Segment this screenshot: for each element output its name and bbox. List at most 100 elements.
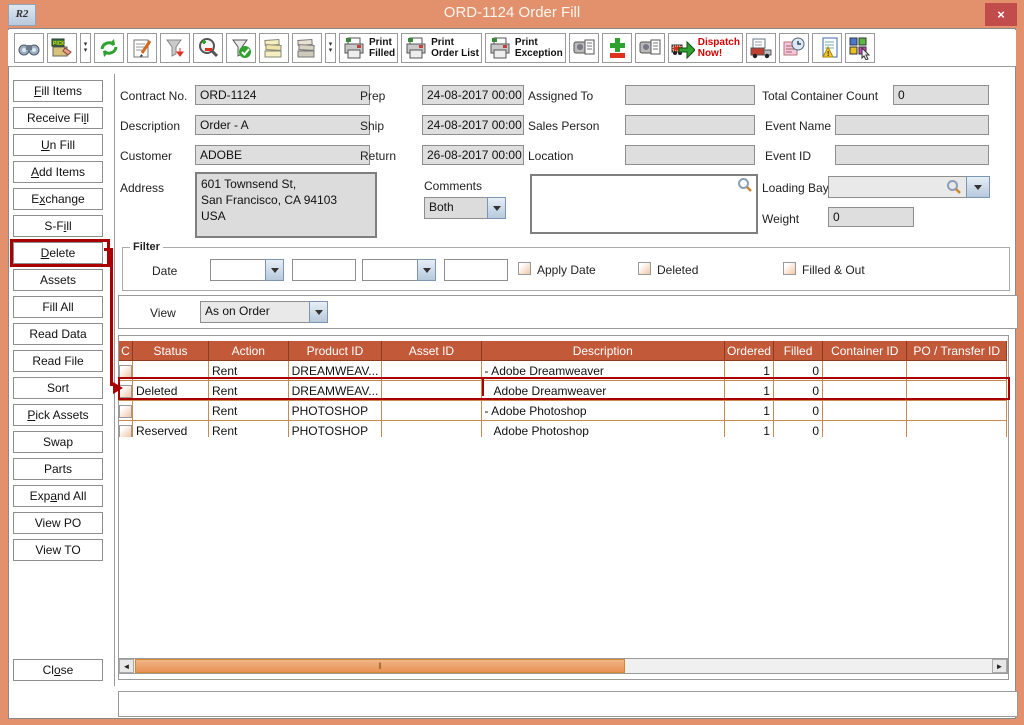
contract-no-field[interactable]: ORD-1124 <box>195 85 370 105</box>
scrollbar-thumb[interactable] <box>135 659 625 673</box>
toolbar-copy-stack-button[interactable] <box>259 33 289 63</box>
chevron-down-icon[interactable] <box>265 259 284 281</box>
cell-po-transfer[interactable] <box>906 400 1007 421</box>
column-header-filled[interactable]: Filled <box>773 341 824 361</box>
cell-filled[interactable]: 0 <box>773 420 824 437</box>
comments-search-icon[interactable] <box>737 177 753 193</box>
cell-asset-id[interactable] <box>381 360 482 381</box>
sidebar-swap-button[interactable]: Swap <box>13 431 103 453</box>
toolbar-customize-colors-button[interactable] <box>844 33 875 63</box>
window-close-button[interactable]: × <box>985 3 1017 26</box>
table-row-highlighted[interactable]: Deleted Rent DREAMWEAV... Adobe Dreamweaver… <box>119 380 1007 401</box>
location-field[interactable] <box>625 145 755 165</box>
toolbar-print-order-list-button[interactable]: Print Order List <box>401 33 482 63</box>
sidebar-sort-button[interactable]: Sort <box>13 377 103 399</box>
sidebar-pick-assets-button[interactable]: Pick Assets <box>13 404 103 426</box>
filter-filled-out-checkbox[interactable] <box>783 262 796 275</box>
table-row[interactable]: Rent PHOTOSHOP - Adobe Photoshop 1 0 <box>119 400 1007 421</box>
cell-asset-id[interactable] <box>381 420 482 437</box>
column-header-action[interactable]: Action <box>208 341 289 361</box>
row-checkbox-cell[interactable] <box>119 420 133 437</box>
scroll-left-icon[interactable]: ◄ <box>119 659 134 673</box>
toolbar-refresh-button[interactable] <box>94 33 124 63</box>
row-checkbox[interactable] <box>119 404 132 418</box>
loading-bay-dropdown-button[interactable] <box>966 176 990 198</box>
cell-description[interactable]: Adobe Photoshop <box>481 420 725 437</box>
chevron-down-icon[interactable] <box>487 197 506 219</box>
cell-ordered[interactable]: 1 <box>724 380 774 401</box>
comments-mode-combo[interactable]: Both <box>424 197 506 219</box>
sidebar-add-items-button[interactable]: Add Items <box>13 161 103 183</box>
cell-po-transfer[interactable] <box>906 380 1007 401</box>
cell-ordered[interactable]: 1 <box>724 400 774 421</box>
scroll-right-icon[interactable]: ► <box>992 659 1007 673</box>
chevron-down-icon[interactable] <box>417 259 436 281</box>
table-row[interactable]: Rent DREAMWEAV... - Adobe Dreamweaver 1 0 <box>119 360 1007 381</box>
toolbar-ship-truck-button[interactable] <box>745 33 776 63</box>
cell-product-id[interactable]: PHOTOSHOP <box>288 420 383 437</box>
cell-status[interactable]: Deleted <box>132 380 209 401</box>
cell-ordered[interactable]: 1 <box>724 360 774 381</box>
prep-date-field[interactable]: 24-08-2017 00:00 <box>422 85 524 105</box>
row-checkbox[interactable] <box>119 384 132 398</box>
cell-container-id[interactable] <box>822 420 908 437</box>
toolbar-print-exception-button[interactable]: Print Exception <box>484 33 566 63</box>
sidebar-receive-fill-button[interactable]: Receive Fill <box>13 107 103 129</box>
cell-product-id[interactable]: DREAMWEAV... <box>288 380 383 401</box>
column-header-product-id[interactable]: Product ID <box>288 341 383 361</box>
cell-description[interactable]: Adobe Dreamweaver <box>481 380 725 401</box>
comments-field[interactable] <box>530 174 758 234</box>
filter-date-field-2[interactable] <box>444 259 508 281</box>
chevron-down-icon[interactable] <box>309 301 328 323</box>
loading-bay-search-icon[interactable] <box>946 179 962 195</box>
cell-action[interactable]: Rent <box>208 380 289 401</box>
event-id-field[interactable] <box>835 145 989 165</box>
assigned-to-field[interactable] <box>625 85 755 105</box>
sidebar-exchange-button[interactable]: Exchange <box>13 188 103 210</box>
column-header-container-id[interactable]: Container ID <box>822 341 908 361</box>
row-checkbox-cell[interactable] <box>119 360 133 381</box>
sales-person-field[interactable] <box>625 115 755 135</box>
filter-date-combo-2[interactable] <box>362 259 436 281</box>
column-header-asset-id[interactable]: Asset ID <box>381 341 482 361</box>
sidebar-un-fill-button[interactable]: Un Fill <box>13 134 103 156</box>
sidebar-fill-all-button[interactable]: Fill All <box>13 296 103 318</box>
cell-ordered[interactable]: 1 <box>724 420 774 437</box>
cell-product-id[interactable]: PHOTOSHOP <box>288 400 383 421</box>
sidebar-expand-all-button[interactable]: Expand All <box>13 485 103 507</box>
toolbar-copy-more-button[interactable]: ▾ ▾ <box>325 33 336 63</box>
column-header-ordered[interactable]: Ordered <box>724 341 774 361</box>
sidebar-delete-button[interactable]: Delete <box>13 242 103 264</box>
sidebar-read-file-button[interactable]: Read File <box>13 350 103 372</box>
sidebar-read-data-button[interactable]: Read Data <box>13 323 103 345</box>
cell-product-id[interactable]: DREAMWEAV... <box>288 360 383 381</box>
sidebar-s-fill-button[interactable]: S-Fill <box>13 215 103 237</box>
filter-deleted-checkbox[interactable] <box>638 262 651 275</box>
sidebar-fill-items-button[interactable]: Fill Items <box>13 80 103 102</box>
cell-description[interactable]: - Adobe Photoshop <box>481 400 725 421</box>
sidebar-view-po-button[interactable]: View PO <box>13 512 103 534</box>
cell-filled[interactable]: 0 <box>773 400 824 421</box>
column-header-description[interactable]: Description <box>481 341 725 361</box>
row-checkbox[interactable] <box>119 424 132 437</box>
view-combo[interactable]: As on Order <box>200 301 328 323</box>
toolbar-filter-clear-button[interactable] <box>160 33 190 63</box>
column-header-c[interactable]: C <box>119 341 133 361</box>
toolbar-adjust-quantity-button[interactable] <box>601 33 632 63</box>
description-field[interactable]: Order - A <box>195 115 370 135</box>
cell-filled[interactable]: 0 <box>773 380 824 401</box>
ship-date-field[interactable]: 24-08-2017 00:00 <box>422 115 524 135</box>
cell-action[interactable]: Rent <box>208 360 289 381</box>
cell-status[interactable] <box>132 360 209 381</box>
cell-asset-id[interactable] <box>381 380 482 401</box>
toolbar-find-button[interactable] <box>14 33 44 63</box>
table-row[interactable]: Reserved Rent PHOTOSHOP Adobe Photoshop 1 0 <box>119 420 1007 437</box>
toolbar-dispatch-now-button[interactable]: Dispatch Now! <box>667 33 743 63</box>
customer-field[interactable]: ADOBE <box>195 145 370 165</box>
filter-date-field-1[interactable] <box>292 259 356 281</box>
toolbar-scan-list-button[interactable] <box>568 33 599 63</box>
cell-po-transfer[interactable] <box>906 360 1007 381</box>
column-header-status[interactable]: Status <box>132 341 209 361</box>
toolbar-print-filled-button[interactable]: Print Filled <box>339 33 399 63</box>
chevron-down-icon[interactable] <box>966 176 990 198</box>
